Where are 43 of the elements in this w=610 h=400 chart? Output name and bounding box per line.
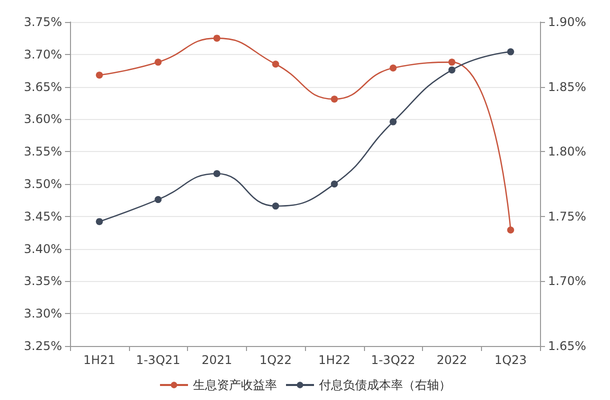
y-tick-label: 3.65% (24, 80, 62, 94)
point (330, 96, 338, 103)
point (448, 58, 456, 66)
point (390, 118, 397, 126)
x-tick-label: 1-3Q21 (136, 353, 180, 367)
y-tick-label: 3.60% (24, 112, 62, 126)
point (154, 196, 162, 204)
y-tick-label: 3.70% (24, 47, 62, 62)
point (96, 218, 103, 226)
point (330, 180, 338, 188)
point (272, 60, 280, 68)
x-tick-label: 2022 (436, 353, 468, 367)
point (507, 226, 514, 234)
point (96, 72, 103, 79)
point (154, 58, 162, 66)
point (448, 66, 456, 74)
y-tick-label: 3.75% (24, 15, 62, 29)
point (272, 202, 280, 210)
legend-label: 付息负债成本率（右轴） (318, 378, 451, 392)
y-tick-label: 3.55% (24, 144, 62, 159)
point (213, 170, 220, 178)
point (507, 48, 514, 56)
y2-tick-label: 1.75% (548, 209, 586, 224)
y-tick-label: 3.45% (24, 209, 62, 224)
y2-tick-label: 1.65% (548, 339, 586, 353)
legend-label: 生息资产收益率 (193, 378, 277, 392)
y-tick-label: 3.50% (24, 177, 62, 191)
y2-tick-label: 1.90% (548, 15, 586, 29)
x-tick-label: 1-3Q22 (370, 353, 416, 367)
y-tick-label: 3.40% (24, 242, 62, 256)
x-tick-label: 1Q22 (259, 353, 292, 367)
x-tick-label: 2021 (202, 353, 232, 367)
y-tick-label: 3.30% (24, 306, 62, 321)
y2-tick-label: 1.80% (548, 144, 586, 159)
x-tick-label: 1H22 (318, 353, 350, 367)
y2-tick-label: 1.70% (548, 274, 586, 288)
point (213, 34, 220, 42)
y-tick-label: 3.35% (24, 274, 62, 288)
y2-tick-label: 1.85% (548, 80, 586, 94)
y-tick-label: 3.25% (24, 339, 62, 353)
x-tick-label: 1H21 (83, 353, 116, 367)
point (390, 64, 397, 72)
x-tick-label: 1Q23 (494, 353, 527, 367)
